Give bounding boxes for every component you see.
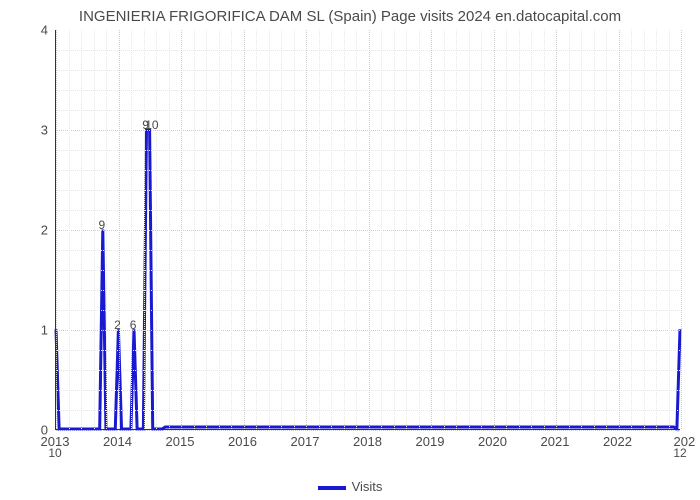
- gridline-v: [656, 30, 657, 429]
- x-tick-label: 2018: [353, 434, 382, 449]
- gridline-v: [469, 30, 470, 429]
- gridline-v: [219, 30, 220, 429]
- gridline-v: [444, 30, 445, 429]
- gridline-v: [94, 30, 95, 429]
- gridline-v: [369, 30, 370, 429]
- gridline-v: [606, 30, 607, 429]
- legend-label: Visits: [352, 479, 383, 494]
- gridline-v: [56, 30, 57, 429]
- data-point-label: 9: [99, 218, 106, 232]
- gridline-v: [419, 30, 420, 429]
- x-tick-label: 2021: [541, 434, 570, 449]
- y-tick-label: 2: [8, 223, 48, 238]
- gridline-v: [544, 30, 545, 429]
- gridline-v: [144, 30, 145, 429]
- gridline-v: [181, 30, 182, 429]
- gridline-v: [281, 30, 282, 429]
- data-point-label: 10: [48, 446, 61, 460]
- x-tick-label: 2020: [478, 434, 507, 449]
- chart-title: INGENIERIA FRIGORIFICA DAM SL (Spain) Pa…: [0, 8, 700, 25]
- gridline-v: [381, 30, 382, 429]
- gridline-v: [494, 30, 495, 429]
- gridline-v: [569, 30, 570, 429]
- gridline-v: [206, 30, 207, 429]
- gridline-v: [394, 30, 395, 429]
- gridline-v: [519, 30, 520, 429]
- gridline-v: [619, 30, 620, 429]
- data-point-label: 2: [114, 318, 121, 332]
- y-tick-label: 3: [8, 123, 48, 138]
- gridline-v: [69, 30, 70, 429]
- gridline-v: [344, 30, 345, 429]
- gridline-v: [81, 30, 82, 429]
- gridline-v: [294, 30, 295, 429]
- gridline-v: [356, 30, 357, 429]
- x-tick-label: 2015: [166, 434, 195, 449]
- gridline-v: [169, 30, 170, 429]
- gridline-v: [556, 30, 557, 429]
- y-tick-label: 4: [8, 23, 48, 38]
- gridline-v: [156, 30, 157, 429]
- x-tick-label: 2022: [603, 434, 632, 449]
- gridline-v: [119, 30, 120, 429]
- plot-area: [55, 30, 680, 430]
- gridline-v: [581, 30, 582, 429]
- gridline-v: [506, 30, 507, 429]
- gridline-v: [669, 30, 670, 429]
- gridline-v: [531, 30, 532, 429]
- gridline-v: [681, 30, 682, 429]
- legend: Visits: [0, 479, 700, 494]
- chart-container: INGENIERIA FRIGORIFICA DAM SL (Spain) Pa…: [0, 0, 700, 500]
- gridline-v: [269, 30, 270, 429]
- gridline-v: [331, 30, 332, 429]
- data-point-label: 10: [145, 118, 158, 132]
- gridline-v: [194, 30, 195, 429]
- gridline-v: [256, 30, 257, 429]
- gridline-h: [56, 430, 680, 431]
- gridline-v: [406, 30, 407, 429]
- gridline-v: [231, 30, 232, 429]
- x-tick-label: 2016: [228, 434, 257, 449]
- gridline-v: [594, 30, 595, 429]
- data-point-label: 6: [130, 318, 137, 332]
- data-point-label: 12: [673, 446, 686, 460]
- gridline-v: [644, 30, 645, 429]
- gridline-v: [106, 30, 107, 429]
- gridline-v: [481, 30, 482, 429]
- x-tick-label: 2014: [103, 434, 132, 449]
- gridline-v: [456, 30, 457, 429]
- x-tick-label: 2019: [416, 434, 445, 449]
- gridline-v: [306, 30, 307, 429]
- legend-swatch: [318, 486, 346, 490]
- gridline-v: [131, 30, 132, 429]
- gridline-v: [431, 30, 432, 429]
- gridline-v: [244, 30, 245, 429]
- gridline-v: [631, 30, 632, 429]
- x-tick-label: 2017: [291, 434, 320, 449]
- y-tick-label: 1: [8, 323, 48, 338]
- gridline-v: [319, 30, 320, 429]
